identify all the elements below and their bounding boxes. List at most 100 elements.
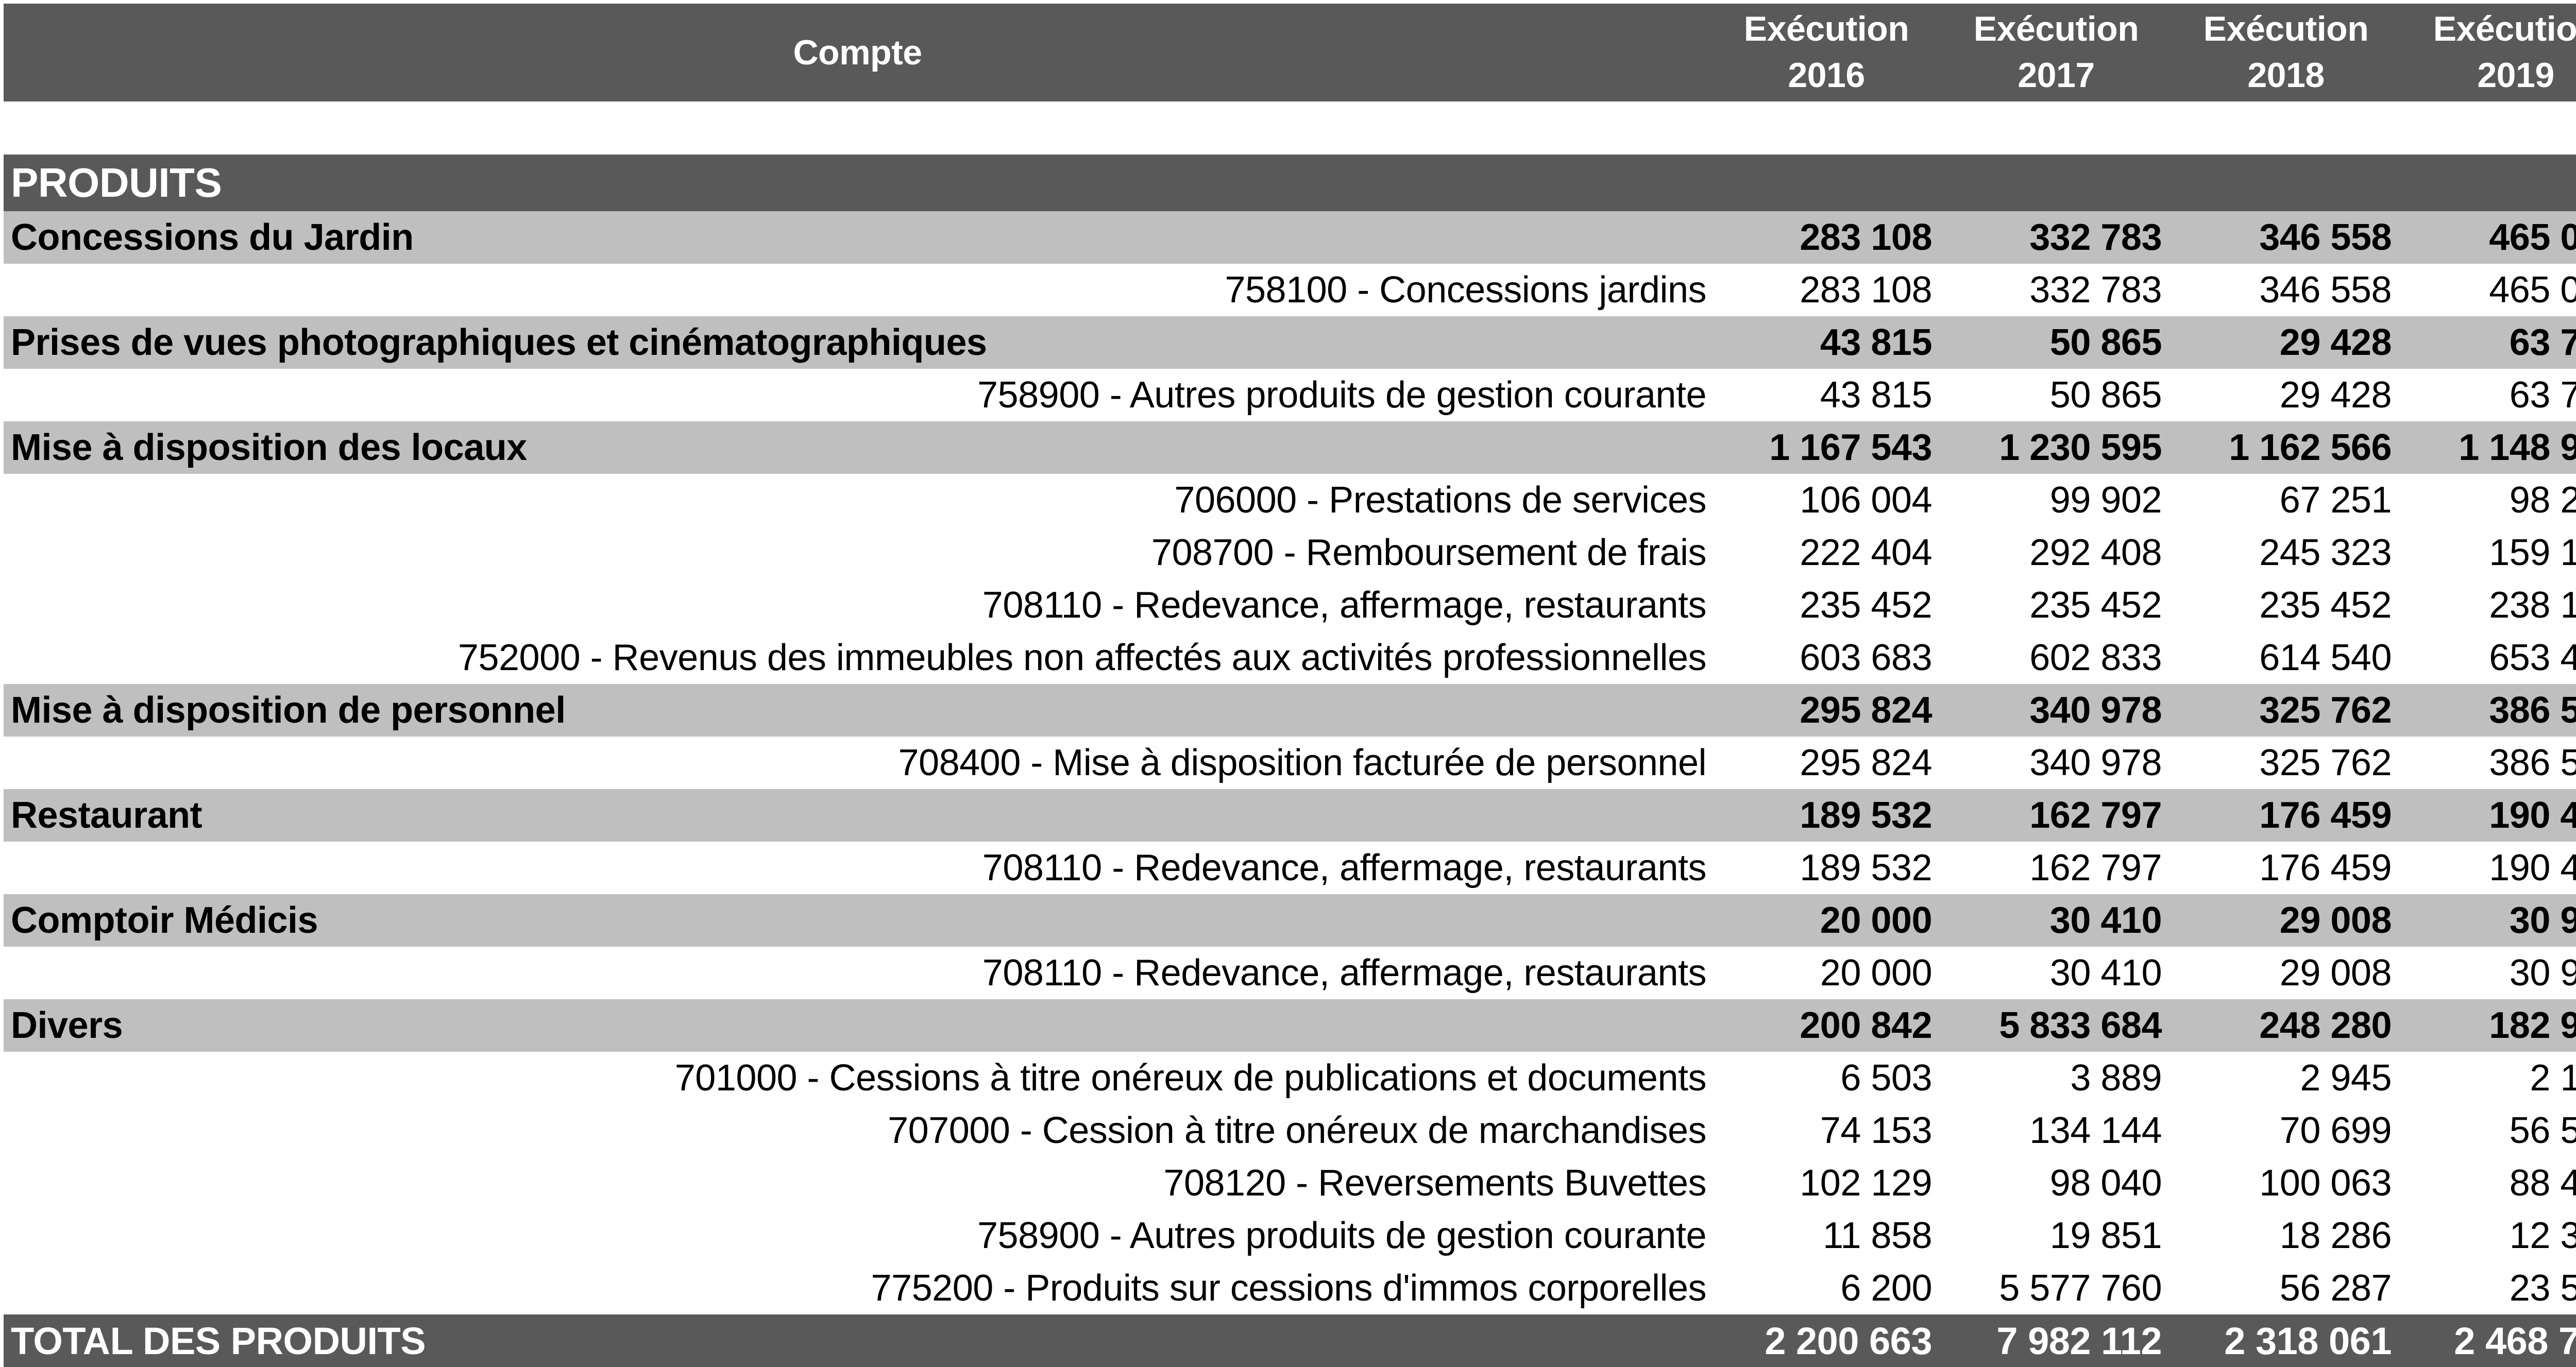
row-label: TOTAL DES PRODUITS: [11, 1319, 426, 1362]
value-cell: 30 966: [2509, 900, 2576, 941]
header-year-label: 2016: [1788, 56, 1865, 95]
year-column-header: Exécution 2017: [1941, 4, 2171, 101]
value-cell: 1 162 566: [2229, 427, 2392, 468]
row-label: Comptoir Médicis: [11, 900, 318, 941]
value-cell: 340 978: [2029, 690, 2162, 731]
row-label: Restaurant: [11, 795, 202, 836]
row-section: PRODUITS: [4, 155, 2576, 211]
header-execution-label: Exécution: [1973, 9, 2139, 49]
header-execution-label: Exécution: [1743, 9, 1909, 49]
row-detail: 701000 - Cessions à titre onéreux de pub…: [4, 1052, 2576, 1104]
row-label: PRODUITS: [11, 160, 222, 206]
row-label: 707000 - Cession à titre onéreux de marc…: [888, 1110, 1706, 1151]
row-total: TOTAL DES PRODUITS 2 200 663 7 982 112 2…: [4, 1314, 2576, 1367]
row-label: 708110 - Redevance, affermage, restauran…: [982, 952, 1707, 994]
value-cell: 29 008: [2279, 900, 2392, 941]
value-cell: 63 775: [2509, 374, 2576, 416]
row-label: 708110 - Redevance, affermage, restauran…: [982, 585, 1707, 626]
row-label: 708400 - Mise à disposition facturée de …: [898, 742, 1707, 783]
value-cell: 235 452: [2029, 585, 2162, 626]
value-cell: 2 318 061: [2224, 1319, 2392, 1362]
row-label: 775200 - Produits sur cessions d'immos c…: [871, 1268, 1707, 1309]
value-cell: 6 200: [1840, 1268, 1932, 1309]
row-category: Mise à disposition de personnel 295 824 …: [4, 684, 2576, 737]
row-detail: 775200 - Produits sur cessions d'immos c…: [4, 1262, 2576, 1314]
value-cell: 50 865: [2049, 322, 2162, 363]
value-cell: 63 775: [2509, 322, 2576, 363]
value-cell: 5 833 684: [1999, 1005, 2162, 1046]
row-label: 752000 - Revenus des immeubles non affec…: [457, 637, 1707, 678]
value-cell: 1 148 997: [2459, 427, 2576, 468]
row-detail: 758900 - Autres produits de gestion cour…: [4, 369, 2576, 421]
value-cell: 98 280: [2509, 480, 2576, 521]
value-cell: 2 945: [2300, 1057, 2392, 1099]
value-cell: 56 505: [2509, 1110, 2576, 1151]
row-label: 708120 - Reversements Buvettes: [1163, 1163, 1706, 1204]
value-cell: 248 280: [2259, 1005, 2392, 1046]
row-category: Prises de vues photographiques et cinéma…: [4, 316, 2576, 369]
value-cell: 222 404: [1800, 532, 1932, 573]
value-cell: 295 824: [1800, 690, 1932, 731]
value-cell: 332 783: [2029, 269, 2162, 311]
value-cell: 5 577 760: [1999, 1268, 2162, 1309]
row-label: Mise à disposition des locaux: [11, 427, 527, 468]
value-cell: 102 129: [1800, 1163, 1932, 1204]
year-column-header: Exécution 2018: [2171, 4, 2401, 101]
value-cell: 74 153: [1820, 1110, 1933, 1151]
value-cell: 30 410: [2049, 952, 2162, 994]
row-label: 708110 - Redevance, affermage, restauran…: [982, 847, 1707, 888]
table-body: PRODUITS Concessions du Jardin 283 108 3…: [4, 155, 2576, 1367]
row-label: Mise à disposition de personnel: [11, 690, 566, 731]
value-cell: 56 287: [2279, 1268, 2392, 1309]
value-cell: 176 459: [2259, 847, 2392, 888]
value-cell: 295 824: [1800, 742, 1932, 783]
value-cell: 200 842: [1800, 1005, 1932, 1046]
value-cell: 67 251: [2279, 480, 2392, 521]
row-label: 758900 - Autres produits de gestion cour…: [977, 374, 1706, 416]
value-cell: 386 537: [2489, 690, 2576, 731]
row-category: Concessions du Jardin 283 108 332 783 34…: [4, 211, 2576, 264]
value-cell: 386 537: [2489, 742, 2576, 783]
value-cell: 653 438: [2489, 637, 2576, 678]
row-category: Comptoir Médicis 20 000 30 410 29 008 30…: [4, 894, 2576, 947]
value-cell: 106 004: [1800, 480, 1932, 521]
value-cell: 325 762: [2259, 742, 2392, 783]
row-label: Divers: [11, 1005, 123, 1046]
value-cell: 20 000: [1820, 900, 1933, 941]
value-cell: 88 421: [2509, 1163, 2576, 1204]
value-cell: 159 144: [2489, 532, 2576, 573]
compte-column-header: Compte: [793, 33, 922, 72]
value-cell: 283 108: [1800, 269, 1932, 311]
value-cell: 50 865: [2049, 374, 2162, 416]
value-cell: 332 783: [2029, 217, 2162, 258]
value-cell: 43 815: [1820, 374, 1933, 416]
value-cell: 245 323: [2259, 532, 2392, 573]
value-cell: 99 902: [2049, 480, 2162, 521]
value-cell: 7 982 112: [1996, 1319, 2162, 1362]
value-cell: [1941, 155, 2171, 211]
value-cell: 29 428: [2279, 322, 2392, 363]
value-cell: [1711, 155, 1941, 211]
header-year-label: 2018: [2247, 56, 2325, 95]
value-cell: 603 683: [1800, 637, 1932, 678]
row-category: Mise à disposition des locaux 1 167 543 …: [4, 421, 2576, 474]
value-cell: 23 507: [2509, 1268, 2576, 1309]
value-cell: 11 858: [1823, 1215, 1932, 1256]
value-cell: 3 889: [2070, 1057, 2162, 1099]
value-cell: 235 452: [2259, 585, 2392, 626]
value-cell: 2 468 764: [2454, 1319, 2576, 1362]
value-cell: 614 540: [2259, 637, 2392, 678]
year-column-header: Exécution 2019: [2401, 4, 2576, 101]
value-cell: 189 532: [1800, 795, 1932, 836]
row-detail: 752000 - Revenus des immeubles non affec…: [4, 631, 2576, 684]
value-cell: 162 797: [2029, 847, 2162, 888]
value-cell: 346 558: [2259, 217, 2392, 258]
header-year-label: 2017: [2018, 56, 2095, 95]
row-detail: 758100 - Concessions jardins 283 108 332…: [4, 264, 2576, 316]
value-cell: 346 558: [2259, 269, 2392, 311]
value-cell: 30 410: [2049, 900, 2162, 941]
value-cell: 29 428: [2279, 374, 2392, 416]
row-category: Divers 200 842 5 833 684 248 280 182 958…: [4, 999, 2576, 1052]
row-detail: 707000 - Cession à titre onéreux de marc…: [4, 1104, 2576, 1157]
row-detail: 758900 - Autres produits de gestion cour…: [4, 1209, 2576, 1262]
